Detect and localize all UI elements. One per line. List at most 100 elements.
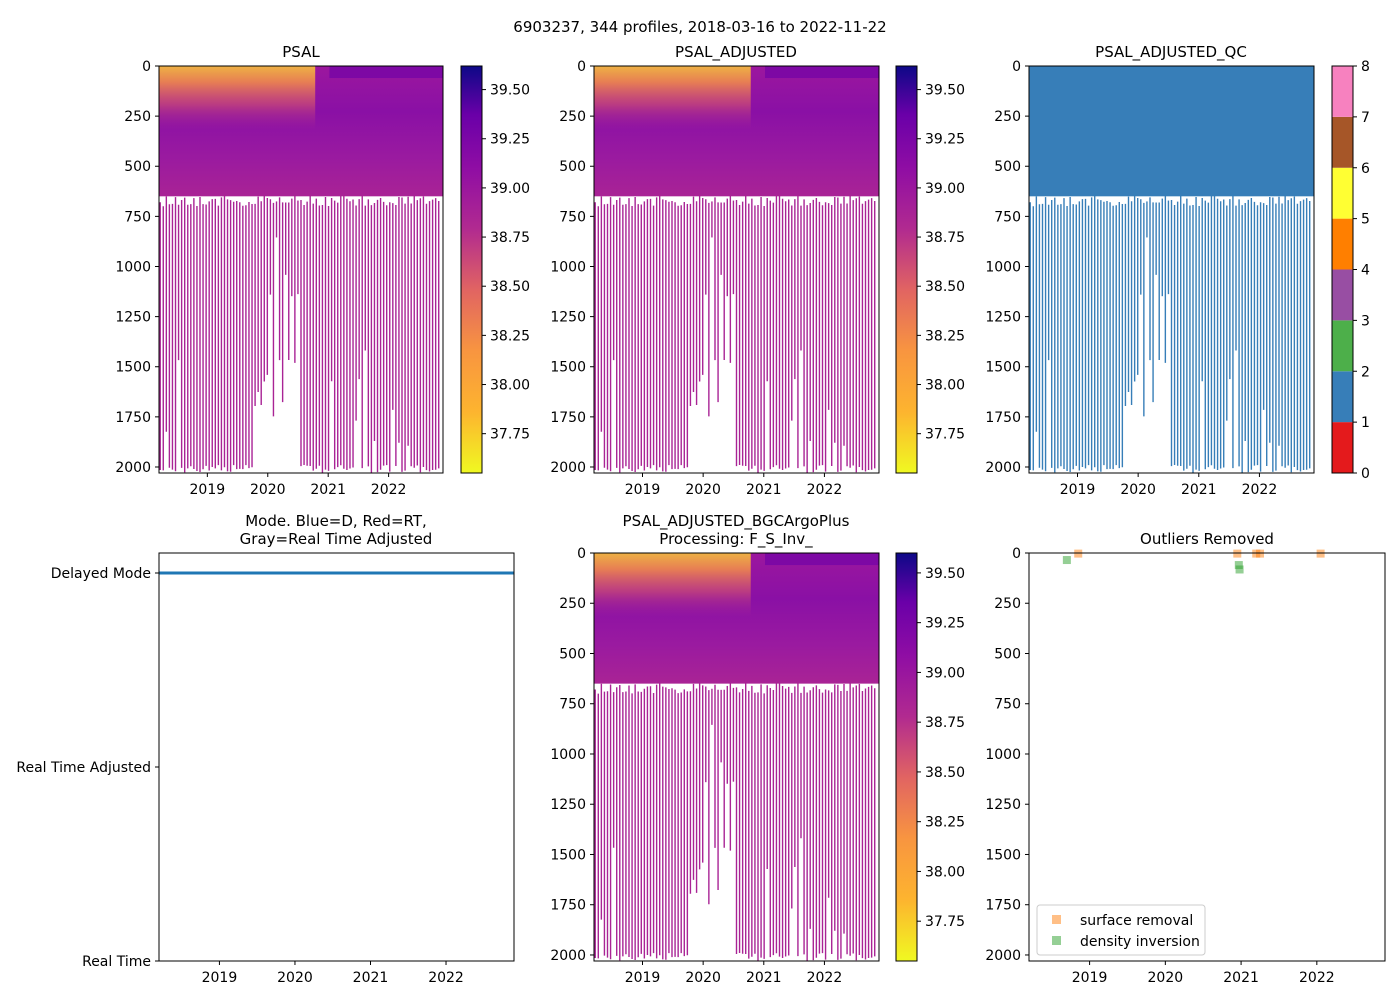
y-tick-label: 750 (994, 697, 1021, 713)
x-tick-label: 2022 (371, 482, 407, 498)
panel-bgc-plot (594, 553, 879, 961)
x-tick-label: 2022 (428, 970, 464, 986)
y-tick-label: 1000 (985, 747, 1021, 763)
panel-bgc-title-line2: Processing: F_S_Inv_ (659, 530, 813, 549)
panel-mode-axes: 2019 2020 2021 2022 Delayed Mode Real Time Ad… (16, 552, 515, 986)
panel-bgc-axes: 2019 2020 2021 2022 0 250 500 750 1000 1250 1500 17… (550, 546, 880, 986)
x-tick-label: 2020 (250, 482, 286, 498)
colorbar-tick-label: 38.75 (925, 230, 965, 246)
colorbar-gradient (895, 552, 918, 962)
panel-mode-title-line1: Mode. Blue=D, Red=RT, (245, 512, 427, 530)
legend-marker-surface-removal (1052, 915, 1061, 924)
colorbar-tick-label: 37.75 (490, 427, 530, 443)
plot-frame (158, 552, 515, 962)
y-tick-label: 250 (994, 596, 1021, 612)
panel-psal-adjusted-axes: 2019 2020 2021 2022 0 250 500 750 1000 1250 1500 17… (550, 59, 880, 498)
salinity-surface-fresh (159, 66, 316, 131)
y-tick-label: 1250 (985, 797, 1021, 813)
y-tick-label: 1750 (115, 410, 151, 426)
plot-frame (158, 65, 444, 474)
panel-psal-colorbar: 37.75 38.00 38.25 38.50 38.75 39.00 39.25 39.50 (460, 65, 530, 474)
x-tick-label: 2022 (1242, 482, 1278, 498)
colorbar-tick-label: 37.75 (925, 427, 965, 443)
colorbar-tick-label: 39.25 (490, 132, 530, 148)
colorbar-tick-label: 39.00 (925, 181, 965, 197)
y-tick-label: 0 (1012, 59, 1021, 75)
y-tick-label: 1000 (550, 259, 586, 275)
panel-psal-axes: 2019 2020 2021 2022 0 250 500 750 1000 1250 1500 17… (115, 59, 444, 498)
panel-bgc-title-line1: PSAL_ADJUSTED_BGCArgoPlus (623, 512, 850, 531)
panel-outliers: Outliers Removed 2019 2020 2021 2022 0 250 500… (985, 530, 1386, 986)
panel-qc-colorbar: 0 1 2 3 4 5 6 7 8 (1331, 59, 1370, 482)
x-tick-label: 2019 (625, 970, 661, 986)
plot-frame (1028, 552, 1386, 962)
panel-psal-adjusted-qc: PSAL_ADJUSTED_QC 2019 2020 2021 20220250500… (985, 43, 1370, 498)
y-tick-label: 0 (1012, 546, 1021, 562)
x-tick-label: 2019 (1072, 970, 1108, 986)
x-tick-label: 2020 (685, 482, 721, 498)
panel-psal-adjusted-plot (594, 66, 879, 473)
legend-label-surface-removal: surface removal (1080, 913, 1193, 929)
y-tick-label: 250 (994, 109, 1021, 125)
legend-label-density-inversion: density inversion (1080, 934, 1200, 950)
x-tick-label: 2021 (1181, 482, 1217, 498)
panel-psal-title: PSAL (282, 43, 320, 61)
y-tick-label: 750 (124, 209, 151, 225)
x-tick-label: 2019 (1060, 482, 1096, 498)
y-tick-label: 2000 (985, 460, 1021, 476)
salinity-surface-fresh (594, 66, 751, 131)
panel-psal-plot (159, 66, 443, 473)
y-tick-label: 1250 (985, 310, 1021, 326)
plot-frame (1028, 65, 1315, 474)
colorbar-tick-label: 5 (1361, 212, 1370, 228)
panel-psal-adjusted: PSAL_ADJUSTED 2019 2020 2021 2022 0 250 500 750… (550, 43, 965, 498)
y-tick-label: 500 (559, 159, 586, 175)
y-tick-label: 1750 (550, 898, 586, 914)
outliers-legend: surface removal density inversion (1036, 904, 1206, 956)
colorbar-tick-label: 38.50 (925, 765, 965, 781)
y-tick-label: 1000 (115, 259, 151, 275)
panel-outliers-axes: 2019 2020 2021 2022 0 250 500 750 1000 1250 1500 17… (985, 546, 1386, 986)
colorbar-tick-label: 0 (1361, 466, 1370, 482)
y-tick-label: 250 (559, 109, 586, 125)
colorbar-tick-label: 8 (1361, 59, 1370, 75)
colorbar-segment (1332, 269, 1353, 321)
salinity-surface-fresh (594, 553, 751, 618)
plot-frame (593, 552, 880, 962)
colorbar-tick-label: 39.50 (925, 566, 965, 582)
x-tick-label: 2019 (625, 482, 661, 498)
colorbar-tick-label: 38.75 (925, 715, 965, 731)
panel-qc-plot (1029, 66, 1314, 473)
colorbar-tick-label: 38.50 (925, 279, 965, 295)
density-inversion-point (1235, 565, 1244, 574)
colorbar-tick-label: 37.75 (925, 914, 965, 930)
colorbar-tick-label: 39.50 (490, 83, 530, 99)
surface-removal-point (1256, 549, 1265, 558)
x-tick-label: 2020 (685, 970, 721, 986)
surface-removal-point (1233, 549, 1242, 558)
colorbar-tick-label: 7 (1361, 110, 1370, 126)
colorbar-segment (1332, 218, 1353, 270)
x-tick-label: 2021 (746, 482, 782, 498)
colorbar-tick-label: 1 (1361, 415, 1370, 431)
y-tick-label: Delayed Mode (51, 566, 151, 582)
colorbar-tick-label: 39.50 (925, 83, 965, 99)
y-tick-label: 2000 (985, 948, 1021, 964)
x-tick-label: 2020 (1148, 970, 1184, 986)
panel-outliers-plot (1062, 549, 1325, 574)
y-tick-label: 1750 (985, 898, 1021, 914)
x-tick-label: 2022 (1299, 970, 1335, 986)
y-tick-label: 500 (994, 159, 1021, 175)
surface-removal-point (1074, 549, 1083, 558)
x-tick-label: 2020 (277, 970, 313, 986)
colorbar-gradient (895, 65, 918, 474)
y-tick-label: Real Time Adjusted (16, 760, 151, 776)
panel-psal: PSAL 2019 2020 2021 2022 0 250 500 750 1000 1250 1… (115, 43, 530, 498)
colorbar-tick-label: 38.75 (490, 230, 530, 246)
colorbar-tick-label: 38.25 (925, 328, 965, 344)
colorbar-tick-label: 38.25 (925, 815, 965, 831)
colorbar-segment (1332, 371, 1353, 423)
x-tick-label: 2021 (353, 970, 389, 986)
colorbar-tick-label: 39.00 (925, 665, 965, 681)
